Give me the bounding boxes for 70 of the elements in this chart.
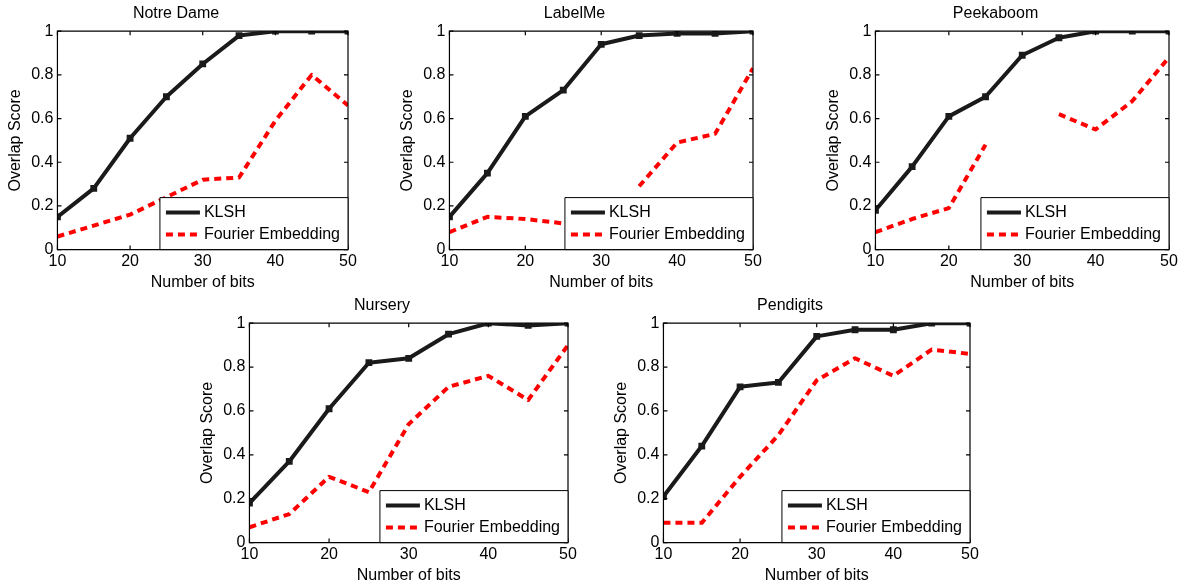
x-tick-label: 30: [193, 251, 212, 269]
x-tick-label: 50: [1160, 251, 1178, 269]
x-axis-title: Number of bits: [356, 565, 461, 583]
y-tick-label: 0.2: [223, 489, 246, 507]
x-tick-label: 40: [668, 251, 687, 269]
legend-label: Fourier Embedding: [608, 225, 746, 243]
y-tick-label: 0.2: [423, 196, 446, 214]
y-tick-label: 0.4: [223, 445, 246, 463]
x-axis-title: Number of bits: [549, 272, 654, 290]
y-tick-label: 0.6: [637, 401, 660, 419]
x-tick-label: 30: [1013, 251, 1032, 269]
chart-title: Pendigits: [757, 296, 823, 314]
y-tick-label: 0.2: [849, 196, 872, 214]
x-tick-label: 30: [592, 251, 611, 269]
x-tick-label: 40: [266, 251, 285, 269]
legend-label: Fourier Embedding: [203, 225, 341, 243]
x-axis-title: Number of bits: [150, 272, 255, 290]
y-tick-label: 1: [650, 313, 660, 331]
chart-title: LabelMe: [543, 4, 606, 22]
legend-label: KLSH: [825, 496, 868, 514]
y-tick-label: 1: [44, 21, 54, 39]
y-tick-label: 0.8: [423, 65, 446, 83]
y-axis-title: Overlap Score: [824, 89, 842, 192]
chart-title: Notre Dame: [132, 4, 220, 22]
x-tick-label: 30: [399, 544, 418, 562]
chart-title: Nursery: [353, 296, 411, 314]
y-tick-label: 0.4: [31, 152, 54, 170]
x-tick-label: 50: [339, 251, 357, 269]
y-tick-label: 0.8: [637, 357, 660, 375]
x-axis-title: Number of bits: [764, 565, 869, 583]
y-tick-label: 0.2: [637, 489, 660, 507]
y-tick-label: 1: [862, 21, 872, 39]
y-tick-label: 1: [236, 313, 246, 331]
y-tick-label: 0.8: [223, 357, 246, 375]
y-tick-label: 0.6: [423, 108, 446, 126]
y-axis-title: Overlap Score: [398, 89, 416, 192]
y-axis-title: Overlap Score: [198, 381, 216, 485]
x-tick-label: 30: [807, 544, 826, 562]
x-tick-label: 40: [884, 544, 903, 562]
chart-title: Peekaboom: [952, 4, 1039, 22]
y-tick-label: 0.4: [849, 152, 872, 170]
legend-label: KLSH: [423, 496, 466, 514]
x-tick-label: 50: [559, 544, 577, 562]
legend-label: Fourier Embedding: [1024, 225, 1162, 243]
x-tick-label: 20: [939, 251, 958, 269]
y-tick-label: 0.6: [849, 108, 872, 126]
y-tick-label: 0.6: [31, 108, 54, 126]
legend-label: KLSH: [203, 203, 246, 221]
x-tick-label: 20: [516, 251, 535, 269]
legend-label: KLSH: [608, 203, 651, 221]
y-tick-label: 1: [436, 21, 446, 39]
x-tick-label: 20: [731, 544, 750, 562]
y-tick-label: 0.8: [31, 65, 54, 83]
legend-label: Fourier Embedding: [825, 518, 963, 536]
legend-label: KLSH: [1024, 203, 1067, 221]
y-tick-label: 0.6: [223, 401, 246, 419]
y-axis-title: Overlap Score: [6, 89, 24, 192]
y-tick-label: 0.4: [637, 445, 660, 463]
y-tick-label: 0.8: [849, 65, 872, 83]
x-tick-label: 50: [744, 251, 762, 269]
y-axis-title: Overlap Score: [612, 381, 630, 485]
x-tick-label: 40: [1086, 251, 1105, 269]
legend-label: Fourier Embedding: [423, 518, 561, 536]
y-tick-label: 0.4: [423, 152, 446, 170]
x-tick-label: 50: [961, 544, 979, 562]
x-tick-label: 20: [320, 544, 339, 562]
y-tick-label: 0.2: [31, 196, 54, 214]
x-tick-label: 20: [121, 251, 140, 269]
x-tick-label: 40: [479, 544, 498, 562]
x-axis-title: Number of bits: [970, 272, 1075, 290]
